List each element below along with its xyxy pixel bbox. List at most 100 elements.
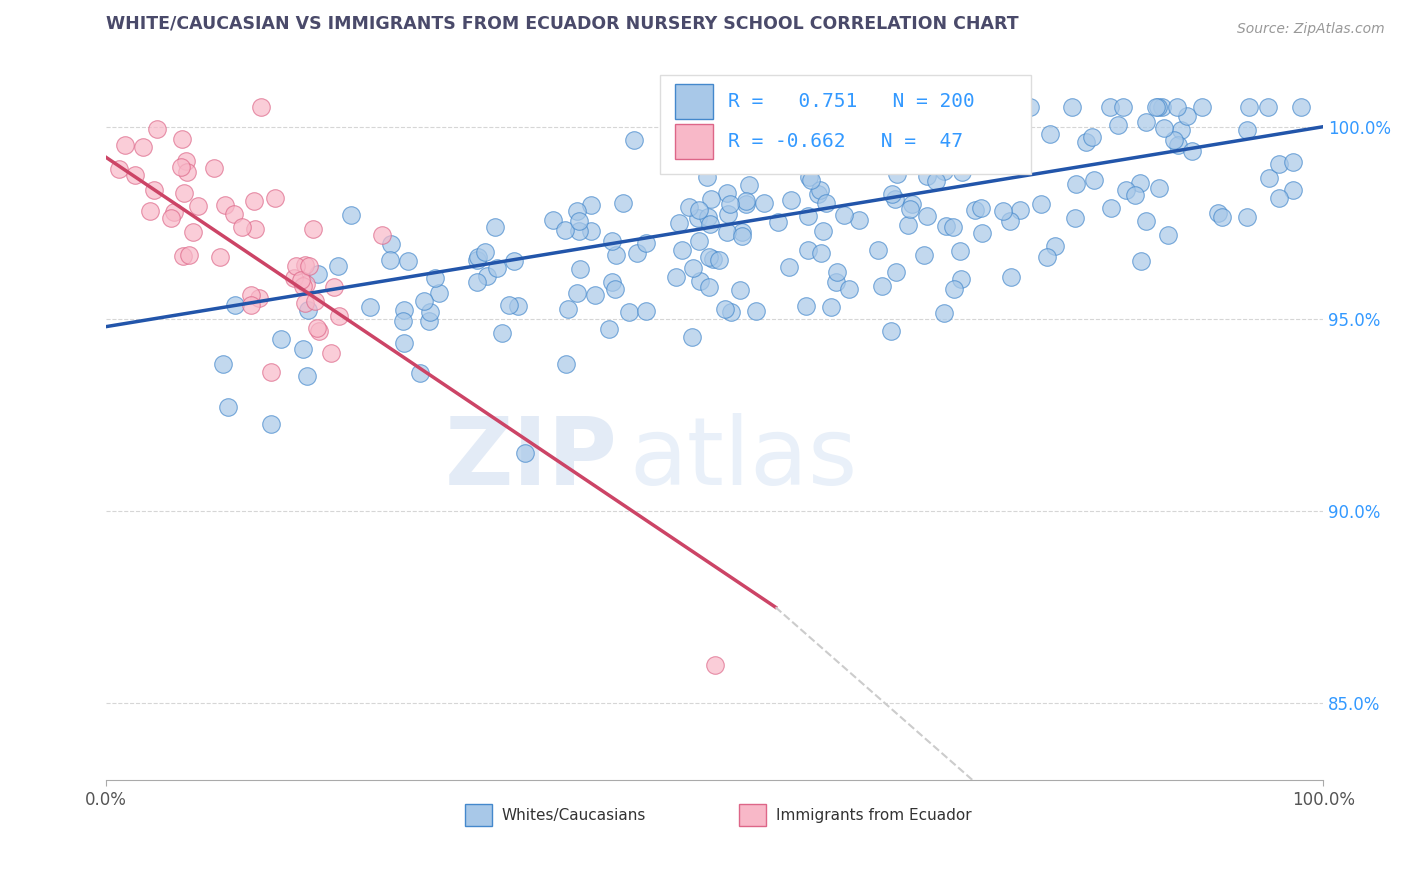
Point <box>124 168 146 182</box>
Point <box>1036 250 1059 264</box>
Point <box>1166 101 1188 115</box>
Point <box>1123 187 1146 202</box>
Point <box>688 202 710 217</box>
Point <box>515 446 537 460</box>
Point <box>1268 157 1291 171</box>
Point <box>568 213 591 227</box>
Point <box>735 197 758 211</box>
Point <box>950 165 973 179</box>
Point <box>465 252 488 267</box>
Point <box>1237 101 1260 115</box>
Point <box>998 214 1021 228</box>
Point <box>814 196 837 211</box>
Point <box>477 268 499 283</box>
Point <box>682 260 704 275</box>
Point <box>378 252 401 267</box>
Point <box>1211 210 1233 224</box>
Point <box>956 116 979 130</box>
Point <box>283 271 305 285</box>
Point <box>665 269 688 284</box>
Point <box>173 186 195 201</box>
Point <box>160 211 183 226</box>
Point <box>797 170 820 185</box>
FancyBboxPatch shape <box>675 124 713 160</box>
Point <box>994 120 1017 134</box>
Point <box>827 264 849 278</box>
Point <box>1258 170 1281 185</box>
Point <box>922 101 945 115</box>
Point <box>688 234 710 248</box>
Point <box>270 332 292 346</box>
Point <box>298 259 321 273</box>
Point <box>702 252 724 266</box>
Point <box>696 170 718 185</box>
Point <box>259 365 281 379</box>
Point <box>1281 155 1303 169</box>
Point <box>498 298 520 312</box>
Point <box>1175 109 1198 123</box>
Point <box>579 197 602 211</box>
Point <box>541 213 564 227</box>
Point <box>882 186 904 201</box>
Point <box>852 157 875 171</box>
Point <box>1083 173 1105 187</box>
Point <box>307 268 329 282</box>
Point <box>172 249 194 263</box>
Point <box>697 279 720 293</box>
Point <box>131 140 153 154</box>
Point <box>263 191 285 205</box>
Point <box>567 224 589 238</box>
Point <box>1147 101 1170 115</box>
Point <box>209 250 232 264</box>
Point <box>810 245 832 260</box>
Point <box>292 279 315 293</box>
Point <box>1236 210 1258 224</box>
Point <box>886 167 908 181</box>
Point <box>697 211 720 225</box>
Point <box>800 173 823 187</box>
Point <box>1291 101 1313 115</box>
Point <box>242 194 264 209</box>
Point <box>942 282 965 296</box>
Point <box>239 298 262 312</box>
Point <box>1191 101 1213 115</box>
Point <box>1153 121 1175 136</box>
Point <box>671 244 693 258</box>
Point <box>1074 135 1097 149</box>
Point <box>697 250 720 264</box>
Point <box>425 270 447 285</box>
Point <box>294 258 316 272</box>
Point <box>738 178 761 193</box>
Point <box>465 275 488 289</box>
Point <box>170 132 193 146</box>
Point <box>713 302 735 317</box>
Point <box>703 657 725 672</box>
Point <box>886 265 908 279</box>
Point <box>413 293 436 308</box>
Point <box>1135 214 1157 228</box>
Point <box>108 162 131 177</box>
Point <box>925 174 948 188</box>
Point <box>1257 101 1279 115</box>
FancyBboxPatch shape <box>675 84 713 120</box>
Point <box>689 274 711 288</box>
Point <box>977 122 1000 136</box>
Text: atlas: atlas <box>630 413 858 505</box>
Text: Immigrants from Ecuador: Immigrants from Ecuador <box>776 808 972 822</box>
Point <box>212 357 235 371</box>
Point <box>554 223 576 237</box>
Point <box>139 204 162 219</box>
Point <box>626 246 648 260</box>
Point <box>1170 123 1192 137</box>
FancyBboxPatch shape <box>465 805 492 826</box>
Text: R = -0.662   N =  47: R = -0.662 N = 47 <box>728 132 963 152</box>
Point <box>720 305 742 319</box>
Point <box>1150 101 1173 115</box>
Point <box>768 215 790 229</box>
Point <box>243 221 266 235</box>
Point <box>855 101 877 115</box>
Point <box>717 207 740 221</box>
Point <box>485 261 508 276</box>
Text: Whites/Caucasians: Whites/Caucasians <box>502 808 647 822</box>
Point <box>700 193 723 207</box>
